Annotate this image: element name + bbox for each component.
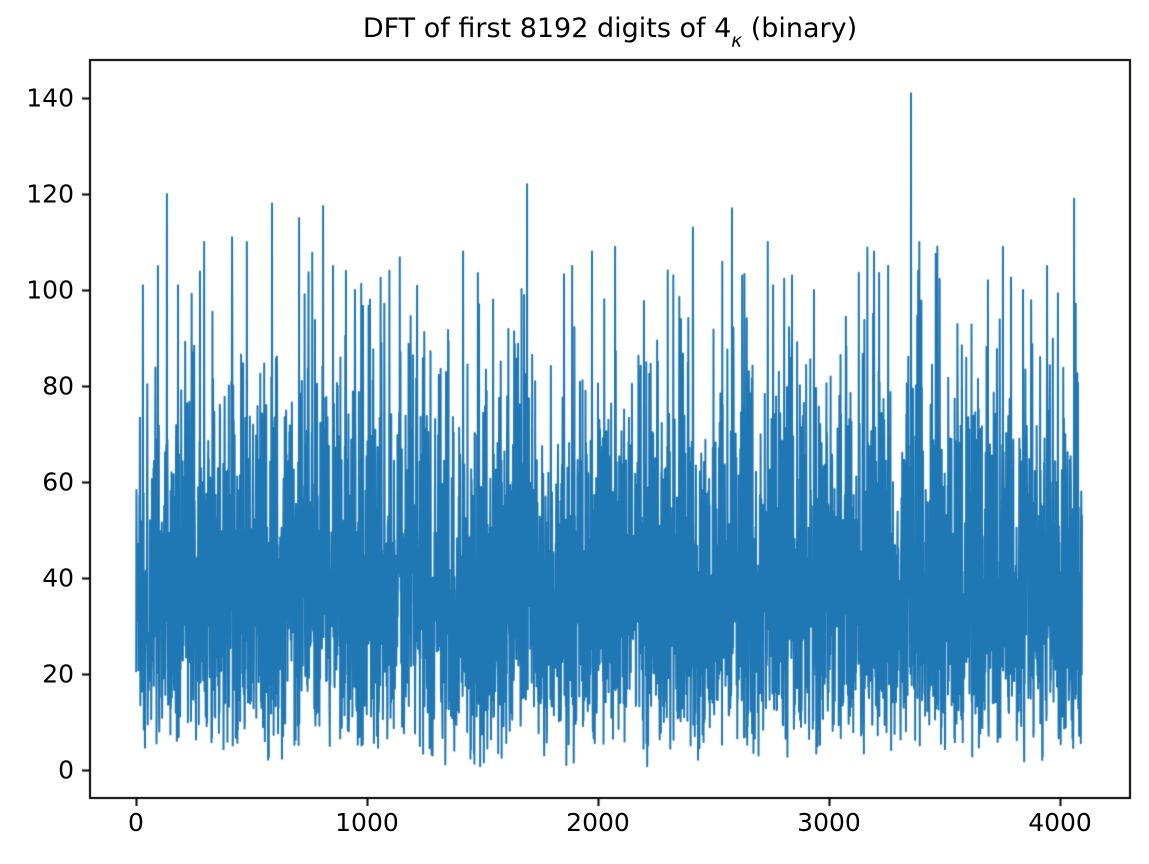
- chart-title-kappa-subscript: κ: [731, 30, 743, 52]
- chart-title-prefix: DFT of first 8192 digits of 4: [362, 13, 732, 44]
- x-tick-label: 4000: [1028, 808, 1092, 837]
- x-tick-label: 1000: [335, 808, 399, 837]
- y-tick-label: 80: [42, 371, 74, 401]
- y-tick-label: 100: [26, 275, 74, 305]
- x-tick-label: 0: [128, 808, 144, 837]
- y-tick-label: 140: [26, 83, 74, 113]
- chart-title-suffix: (binary): [742, 13, 858, 44]
- chart-title: DFT of first 8192 digits of 4κ (binary): [90, 13, 1130, 50]
- y-tick-label: 120: [26, 179, 74, 209]
- y-tick-label: 40: [42, 563, 74, 593]
- y-tick-label: 20: [42, 659, 74, 689]
- x-tick-label: 2000: [566, 808, 630, 837]
- y-tick-label: 60: [42, 467, 74, 497]
- y-tick-label: 0: [58, 755, 74, 785]
- x-tick-label: 3000: [797, 808, 861, 837]
